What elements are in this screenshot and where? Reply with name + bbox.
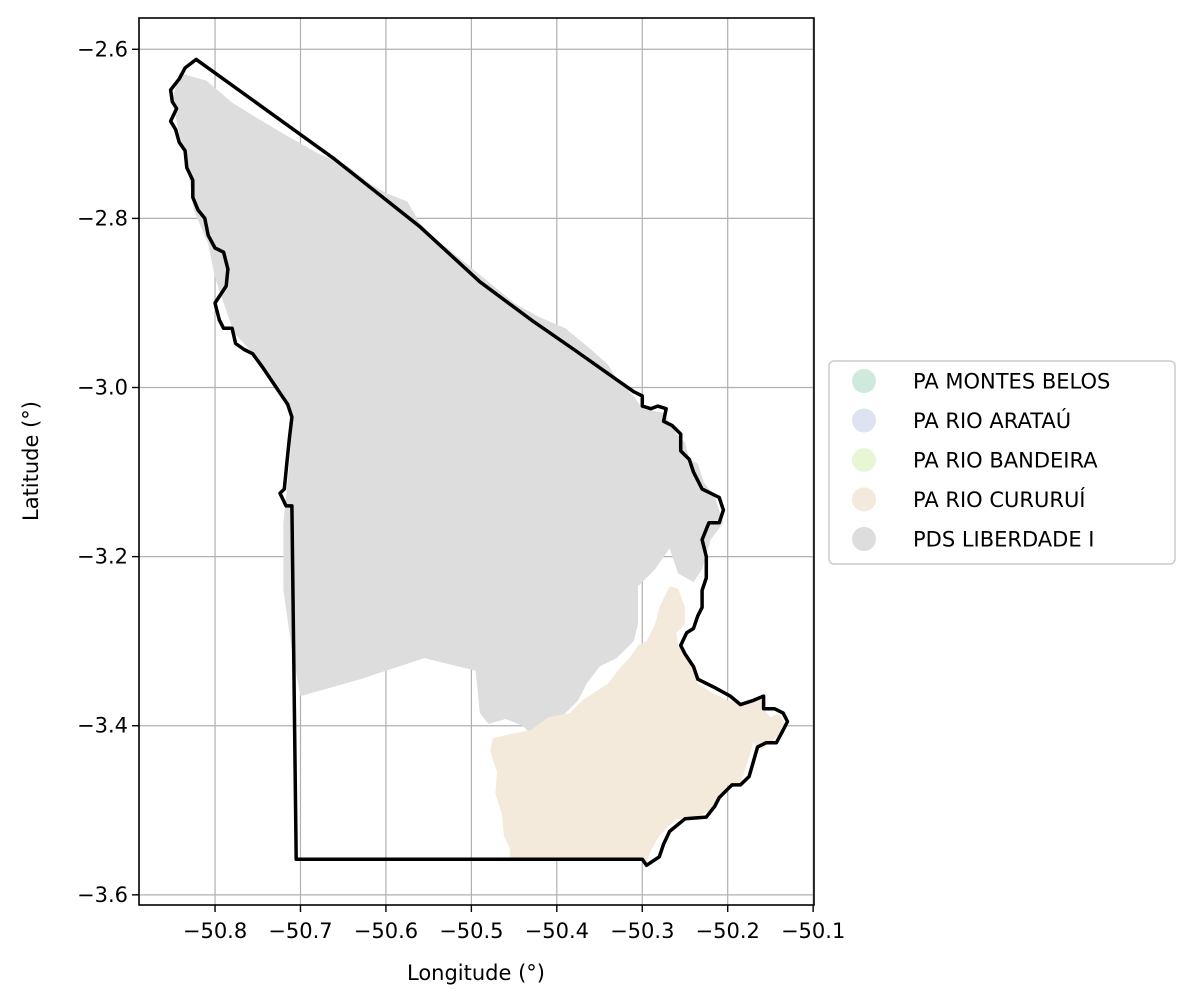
municipality-boundary	[168, 57, 790, 868]
x-tick-label: −50.8	[183, 919, 247, 943]
x-tick-label: −50.6	[354, 919, 418, 943]
plot-area	[138, 17, 815, 906]
y-axis-ticks: −3.6 −3.4 −3.2 −3.0 −2.8 −2.6	[77, 37, 139, 907]
legend-label: PA RIO ARATAÚ	[913, 408, 1071, 433]
y-tick-label: −3.2	[77, 545, 128, 569]
legend-marker	[852, 408, 876, 433]
legend-marker	[852, 448, 876, 472]
legend-items: PA MONTES BELOS PA RIO ARATAÚ PA RIO BANDE…	[852, 369, 1110, 552]
legend-marker	[852, 369, 876, 393]
legend: PA MONTES BELOS PA RIO ARATAÚ PA RIO BANDE…	[828, 360, 1176, 565]
legend-label: PA RIO BANDEIRA	[913, 449, 1098, 473]
boundary-layer	[168, 57, 790, 868]
y-tick-label: −3.4	[77, 714, 128, 738]
x-tick-label: −50.4	[525, 919, 589, 943]
legend-marker	[852, 527, 876, 551]
region-pds-liberdade-i	[172, 73, 724, 735]
x-tick-label: −50.3	[610, 919, 674, 943]
x-tick-label: −50.1	[781, 919, 845, 943]
x-tick-label: −50.5	[439, 919, 503, 943]
x-axis-label: Longitude (°)	[407, 961, 545, 985]
y-tick-label: −3.6	[77, 883, 128, 907]
axes-frame	[138, 17, 815, 906]
y-tick-label: −2.8	[77, 206, 128, 230]
y-axis-label: Latitude (°)	[19, 401, 43, 521]
legend-frame	[828, 360, 1176, 565]
legend-label: PA RIO CURURUÍ	[913, 487, 1086, 512]
regions-layer	[172, 73, 786, 863]
y-tick-label: −2.6	[77, 37, 128, 61]
x-tick-label: −50.2	[696, 919, 760, 943]
region-pa-rio-cururu-	[490, 586, 786, 863]
x-axis-ticks: −50.8 −50.7 −50.6 −50.5 −50.4 −50.3 −50.2 −50.1	[183, 905, 845, 943]
x-tick-label: −50.7	[268, 919, 332, 943]
y-tick-label: −3.0	[77, 376, 128, 400]
legend-label: PDS LIBERDADE I	[913, 528, 1094, 552]
legend-label: PA MONTES BELOS	[913, 370, 1110, 394]
legend-marker	[852, 487, 876, 512]
